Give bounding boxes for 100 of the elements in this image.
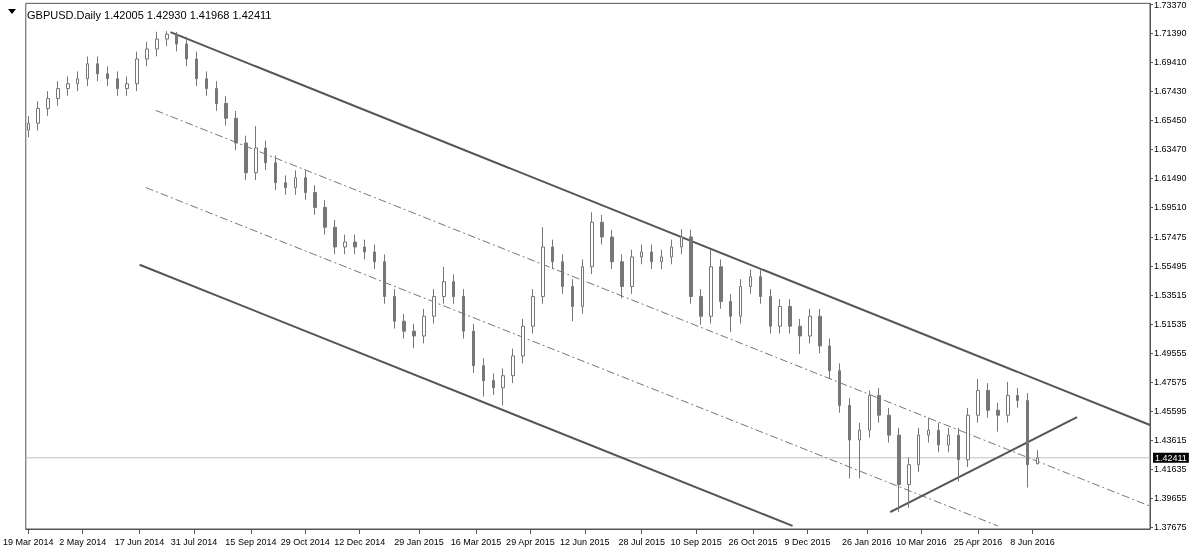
y-tick-label: 1.51535 xyxy=(1154,319,1187,330)
candlestick xyxy=(195,51,198,87)
x-tick-label: 10 Mar 2016 xyxy=(895,536,947,547)
x-tick-label: 29 Jan 2015 xyxy=(394,536,444,547)
y-tick-label: 1.39655 xyxy=(1154,493,1187,504)
candlestick xyxy=(957,427,960,482)
candlestick xyxy=(986,382,990,419)
candlestick xyxy=(650,244,653,270)
x-tick-label: 10 Sep 2015 xyxy=(670,536,722,547)
candlestick xyxy=(56,80,60,107)
candlestick xyxy=(393,288,396,330)
candlestick xyxy=(660,249,663,270)
candlestick xyxy=(284,174,287,196)
candlestick xyxy=(205,70,208,97)
candlestick xyxy=(848,397,851,479)
candlestick xyxy=(155,31,159,57)
candlestick xyxy=(264,140,267,171)
candlestick xyxy=(165,30,169,47)
candlestick xyxy=(76,70,79,92)
candlestick xyxy=(759,268,762,305)
candlestick xyxy=(323,199,327,236)
candlestick xyxy=(521,318,525,364)
x-tick-label: 17 Jun 2014 xyxy=(114,536,165,547)
y-tick-label: 1.73370 xyxy=(1154,0,1187,10)
y-tick-label: 1.69410 xyxy=(1154,57,1187,68)
candlestick xyxy=(630,249,634,295)
candlestick xyxy=(412,323,416,349)
candlestick xyxy=(185,36,188,67)
candlestick xyxy=(927,417,930,443)
candlestick xyxy=(551,239,554,270)
x-tick-label: 12 Jun 2015 xyxy=(560,536,610,547)
candlestick xyxy=(610,229,614,270)
y-tick-label: 1.41635 xyxy=(1154,464,1187,475)
candlestick xyxy=(887,407,891,443)
y-tick-label: 1.49555 xyxy=(1154,348,1187,359)
candlestick xyxy=(472,323,475,374)
candlestick xyxy=(749,268,752,295)
y-tick-label: 1.53515 xyxy=(1154,290,1187,301)
candlestick xyxy=(145,41,149,67)
candlestick xyxy=(304,169,307,201)
candlestick xyxy=(541,226,545,305)
candlestick xyxy=(571,278,574,322)
candlestick xyxy=(294,169,297,196)
candlestick xyxy=(976,378,980,424)
candlestick xyxy=(798,318,802,355)
candlestick xyxy=(966,407,970,468)
y-tick-label: 1.47575 xyxy=(1154,377,1187,388)
candlestick xyxy=(66,75,70,97)
candlestick xyxy=(739,278,742,325)
candlestick xyxy=(788,298,792,335)
candlestick xyxy=(224,95,228,127)
candlestick xyxy=(383,253,386,305)
candlestick xyxy=(442,266,446,305)
candlestick xyxy=(86,55,89,87)
candlestick xyxy=(36,100,40,132)
candlestick xyxy=(175,31,178,52)
y-tick-label: 1.57475 xyxy=(1154,232,1187,243)
candlestick xyxy=(244,135,248,181)
y-tick-label: 1.65450 xyxy=(1154,115,1187,126)
candlestick xyxy=(581,258,584,315)
candlestick xyxy=(699,288,703,326)
x-tick-label: 19 Mar 2014 xyxy=(2,536,54,547)
x-tick-label: 29 Apr 2015 xyxy=(506,536,555,547)
x-tick-label: 12 Dec 2014 xyxy=(334,536,386,547)
candlestick xyxy=(808,308,812,344)
x-tick-label: 26 Jan 2016 xyxy=(842,536,892,547)
x-tick-label: 29 Oct 2014 xyxy=(280,536,330,547)
candlestick xyxy=(877,387,881,424)
candlestick xyxy=(1036,449,1039,465)
candlestick xyxy=(778,298,782,335)
y-tick-label: 1.37675 xyxy=(1154,522,1187,533)
candlestick xyxy=(254,125,258,181)
candlestick xyxy=(215,80,218,112)
candlestick xyxy=(620,253,624,299)
x-tick-label: 16 Mar 2015 xyxy=(450,536,502,547)
candlestick xyxy=(640,244,643,265)
candlestick xyxy=(818,308,822,354)
candlestick xyxy=(135,51,139,92)
candlestick xyxy=(333,219,337,255)
candlestick xyxy=(422,308,426,344)
candlestick xyxy=(452,273,455,305)
candlestick xyxy=(1016,387,1019,409)
candlestick xyxy=(689,229,693,305)
candlestick xyxy=(402,313,406,339)
text: GBPUSD.Daily 1.42005 1.42930 1.41968 1.42411 xyxy=(27,8,272,21)
candlestick xyxy=(996,402,1000,433)
candlestick xyxy=(313,184,317,216)
candlestick xyxy=(125,75,129,97)
x-tick-label: 15 Sep 2014 xyxy=(225,536,277,547)
candlestick xyxy=(719,258,723,310)
x-tick-label: 25 Apr 2016 xyxy=(953,536,1003,547)
candlestick xyxy=(680,228,683,255)
candlestick xyxy=(106,65,109,87)
candlestick xyxy=(561,253,564,295)
candlestick xyxy=(492,372,495,396)
candlestick xyxy=(1026,392,1029,489)
y-tick-label: 1.43615 xyxy=(1154,435,1187,446)
y-tick-label: 1.59510 xyxy=(1154,202,1187,213)
candlestick xyxy=(96,55,99,82)
x-tick-label: 9 Dec 2015 xyxy=(784,536,831,547)
